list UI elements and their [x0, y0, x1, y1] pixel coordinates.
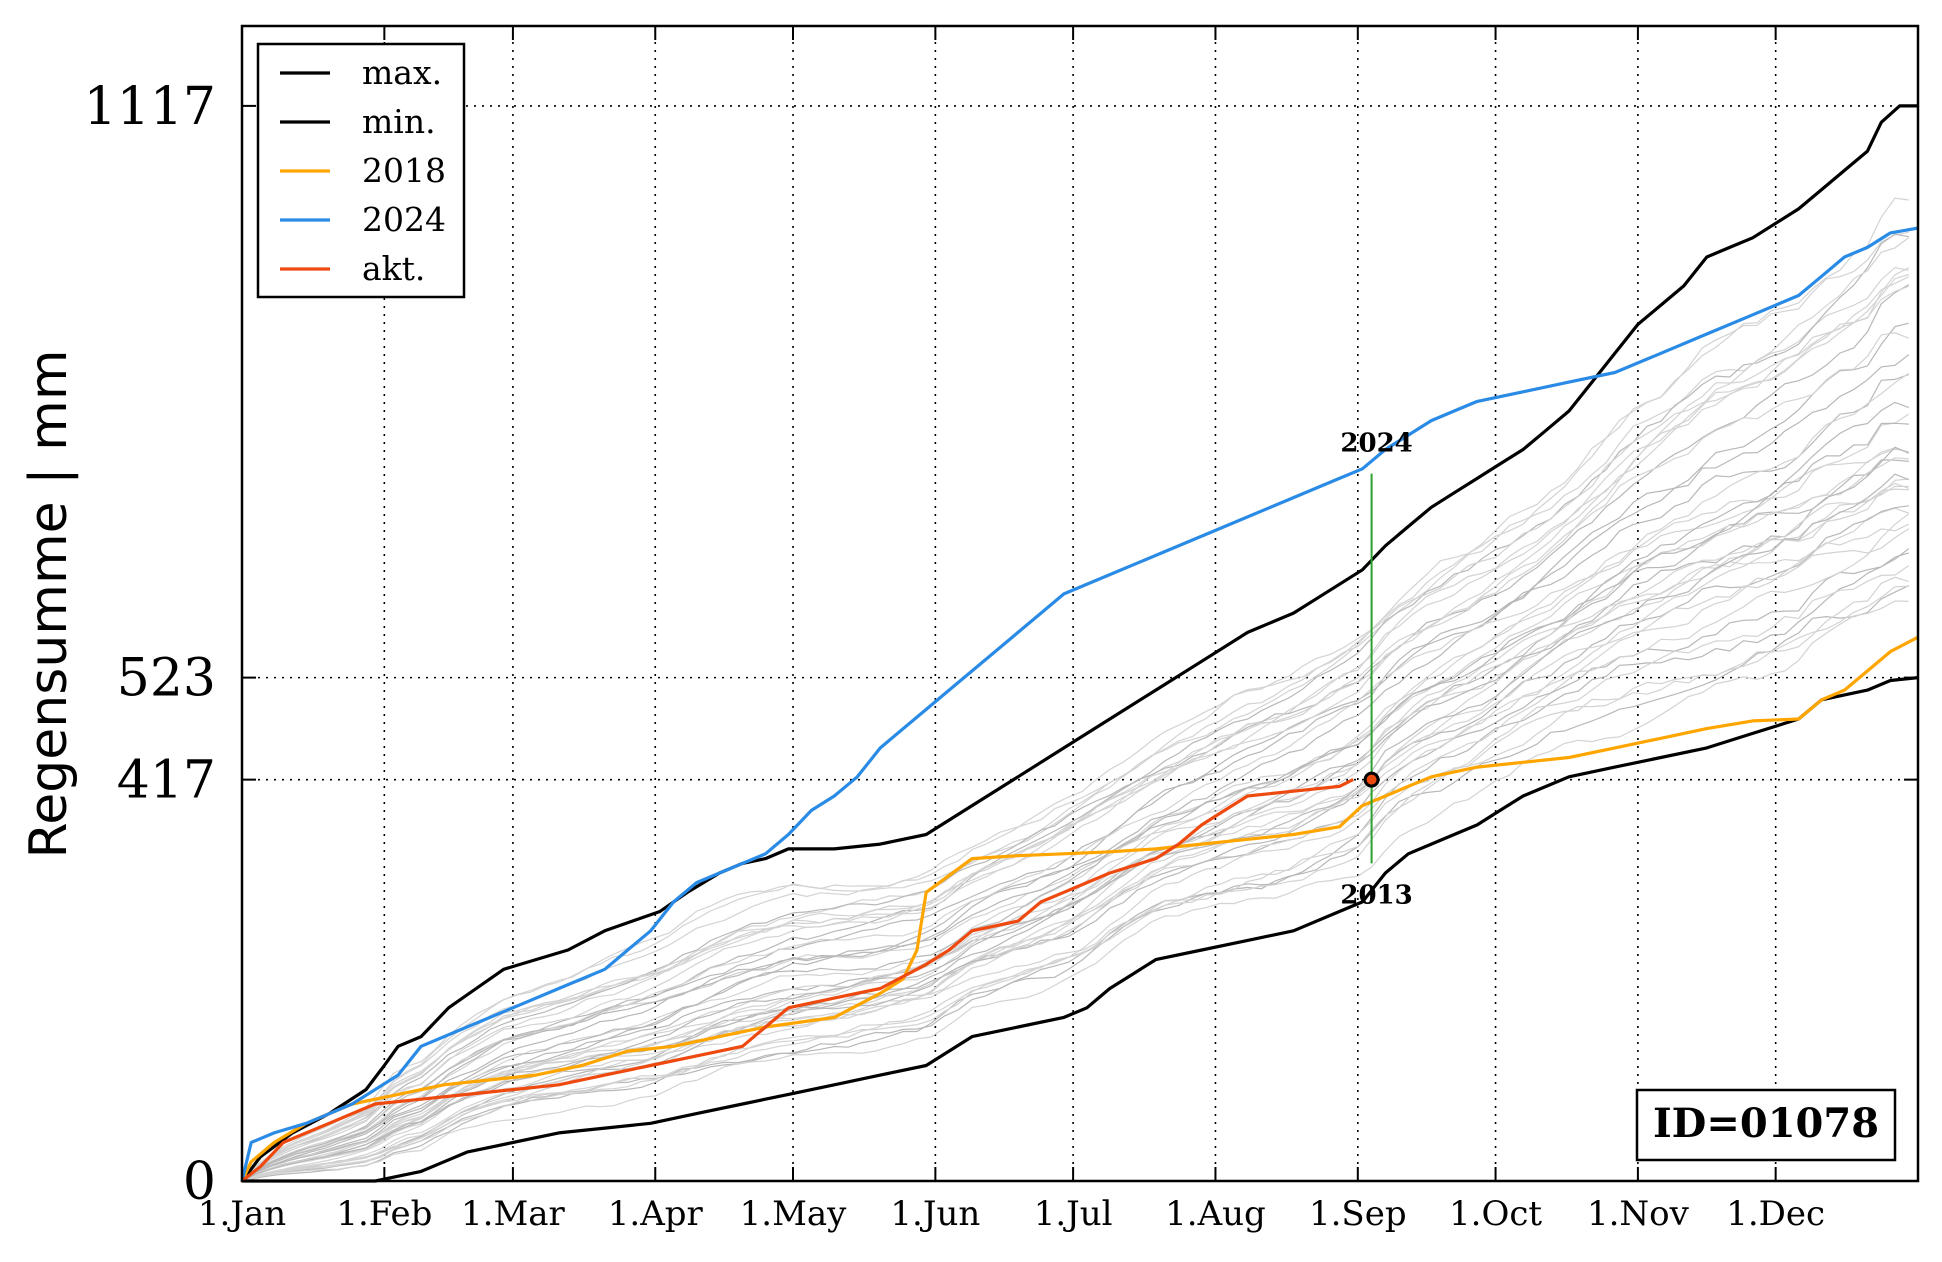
historical-year-line [241, 237, 1910, 1182]
current-point [1363, 771, 1380, 788]
historical-year-line [241, 447, 1910, 1182]
y-tick-label: 0 [183, 1152, 216, 1212]
historical-year-line [241, 457, 1909, 1182]
historical-year-line [241, 528, 1910, 1182]
historical-year-line [241, 354, 1910, 1182]
series-line-2018 [240, 635, 1919, 1182]
historical-year-line [241, 600, 1909, 1182]
y-axis-ticks: 0 417 523 1117 [84, 77, 1918, 1212]
historical-year-line [241, 513, 1910, 1182]
id-label: ID=01078 [1653, 1100, 1879, 1147]
y-tick-label: 417 [117, 751, 216, 811]
upper-marker-label: 2024 [1340, 429, 1412, 459]
x-tick-label: 1.Dec [1726, 1194, 1825, 1234]
historical-year-lines [241, 197, 1910, 1182]
historical-year-line [241, 507, 1910, 1182]
series-line-2024 [240, 226, 1919, 1182]
x-tick-label: 1.Feb [336, 1194, 432, 1234]
historical-year-line [241, 565, 1910, 1182]
x-tick-label: 1.Nov [1587, 1194, 1690, 1234]
series-line-max [240, 104, 1918, 1182]
historical-year-line [241, 523, 1910, 1182]
y-tick-label: 523 [117, 649, 216, 709]
id-box: ID=01078 [1635, 1088, 1897, 1162]
historical-year-line [241, 273, 1909, 1182]
x-axis-ticks: 1.Jan 1.Feb 1.Mar 1.Apr 1.May 1.Jun 1.Jul 1.Aug… [198, 26, 1825, 1234]
x-tick-label: 1.Jan [198, 1194, 286, 1234]
legend-label: akt. [362, 249, 425, 288]
x-tick-label: 1.Sep [1309, 1194, 1407, 1234]
historical-year-line [241, 422, 1909, 1182]
historical-year-line [241, 446, 1910, 1182]
historical-year-line [241, 267, 1910, 1182]
historical-year-line [241, 473, 1910, 1182]
legend-label: 2018 [362, 151, 446, 190]
x-tick-label: 1.Oct [1449, 1194, 1542, 1234]
historical-year-line [241, 548, 1910, 1182]
legend-label: 2024 [362, 200, 446, 239]
series-line-akt [241, 778, 1354, 1183]
y-axis-label: Regensumme | mm [19, 350, 79, 859]
historical-year-line [241, 576, 1909, 1182]
current-day-marker: 2024 2013 [1340, 429, 1412, 911]
lower-marker-label: 2013 [1340, 880, 1412, 910]
historical-year-line [241, 401, 1910, 1182]
id-box-frame [1635, 1088, 1897, 1162]
historical-year-line [241, 373, 1910, 1182]
x-tick-label: 1.Jun [890, 1194, 980, 1234]
legend: max. min. 2018 2024 akt. [256, 42, 466, 299]
historical-year-line [241, 585, 1909, 1182]
series-line-min [242, 676, 1919, 1183]
x-tick-label: 1.Aug [1165, 1194, 1266, 1234]
series-lines [240, 104, 1919, 1183]
historical-year-line [241, 482, 1910, 1182]
historical-year-line [241, 485, 1909, 1182]
historical-year-line [241, 284, 1910, 1182]
historical-year-line [241, 231, 1909, 1182]
y-tick-label: 1117 [84, 77, 216, 137]
x-tick-label: 1.May [740, 1194, 848, 1234]
legend-label: min. [362, 102, 436, 141]
x-tick-label: 1.Mar [461, 1194, 566, 1234]
historical-year-line [241, 488, 1909, 1182]
x-tick-label: 1.Jul [1034, 1194, 1113, 1234]
x-tick-label: 1.Apr [608, 1194, 704, 1234]
legend-label: max. [362, 53, 442, 92]
historical-year-line [241, 285, 1910, 1182]
plot-frame [240, 24, 1920, 1183]
